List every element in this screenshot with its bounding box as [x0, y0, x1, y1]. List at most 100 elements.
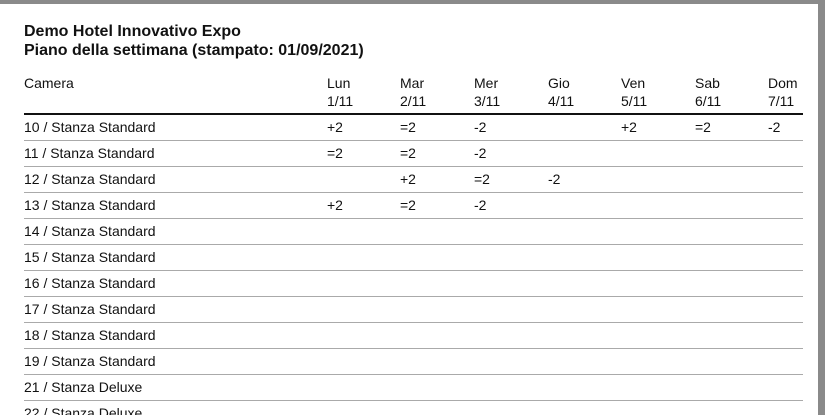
cell: [621, 400, 695, 415]
cell: [400, 400, 474, 415]
day-name: Sab: [695, 75, 720, 91]
cell: [327, 218, 400, 245]
cell: [474, 374, 548, 401]
day-header: Ven 5/11: [621, 72, 695, 115]
room-row: 10 / Stanza Standard +2 =2 -2 +2 =2 -2: [24, 114, 803, 141]
day-header: Lun 1/11: [327, 72, 400, 115]
cell: [400, 218, 474, 245]
cell: [548, 140, 621, 167]
cell: +2: [327, 114, 400, 141]
cell: [400, 270, 474, 297]
cell: [621, 296, 695, 323]
cell: [474, 218, 548, 245]
cell: [621, 374, 695, 401]
cell: [400, 374, 474, 401]
cell: [474, 348, 548, 375]
cell: =2: [695, 114, 768, 141]
cell: [327, 296, 400, 323]
room-row: 22 / Stanza Deluxe: [24, 400, 803, 415]
cell: =2: [400, 114, 474, 141]
cell: [768, 270, 803, 297]
cell: [474, 322, 548, 349]
cell: -2: [474, 140, 548, 167]
room-row: 11 / Stanza Standard =2 =2 -2: [24, 140, 803, 167]
cell: [695, 192, 768, 219]
day-name: Gio: [548, 75, 570, 91]
cell: [621, 192, 695, 219]
cell: =2: [474, 166, 548, 193]
cell: [327, 400, 400, 415]
cell: -2: [474, 114, 548, 141]
day-header: Gio 4/11: [548, 72, 621, 115]
room-name: 18 / Stanza Standard: [24, 322, 327, 349]
cell: [768, 374, 803, 401]
day-date: 7/11: [768, 93, 795, 109]
room-name: 12 / Stanza Standard: [24, 166, 327, 193]
cell: [548, 218, 621, 245]
room-name: 21 / Stanza Deluxe: [24, 374, 327, 401]
cell: [621, 244, 695, 271]
cell: [768, 322, 803, 349]
cell: [327, 348, 400, 375]
day-date: 2/11: [400, 93, 427, 109]
cell: [400, 322, 474, 349]
column-header: Camera: [24, 72, 327, 115]
cell: -2: [474, 192, 548, 219]
day-name: Lun: [327, 75, 351, 91]
cell: [768, 348, 803, 375]
day-header: Dom 7/11: [768, 72, 803, 115]
cell: [695, 348, 768, 375]
cell: [768, 296, 803, 323]
day-date: 6/11: [695, 93, 722, 109]
room-name: 13 / Stanza Standard: [24, 192, 327, 219]
cell: [474, 244, 548, 271]
room-row: 15 / Stanza Standard: [24, 244, 803, 271]
room-name: 16 / Stanza Standard: [24, 270, 327, 297]
room-name: 15 / Stanza Standard: [24, 244, 327, 271]
room-row: 19 / Stanza Standard: [24, 348, 803, 375]
cell: [695, 400, 768, 415]
day-date: 1/11: [327, 93, 354, 109]
room-name: 10 / Stanza Standard: [24, 114, 327, 141]
cell: [695, 140, 768, 167]
cell: [621, 270, 695, 297]
cell: [400, 244, 474, 271]
room-row: 13 / Stanza Standard +2 =2 -2: [24, 192, 803, 219]
cell: [548, 114, 621, 141]
cell: [695, 322, 768, 349]
cell: [768, 166, 803, 193]
room-row: 14 / Stanza Standard: [24, 218, 803, 245]
room-row: 21 / Stanza Deluxe: [24, 374, 803, 401]
day-name: Ven: [621, 75, 646, 91]
cell: -2: [548, 166, 621, 193]
cell: -2: [768, 114, 803, 141]
cell: [695, 374, 768, 401]
cell: [548, 348, 621, 375]
cell: [548, 296, 621, 323]
cell: [768, 400, 803, 415]
cell: [327, 270, 400, 297]
cell: [548, 400, 621, 415]
subtitle: Piano della settimana (stampato: 01/09/2…: [24, 42, 364, 59]
cell: [768, 192, 803, 219]
cell: =2: [400, 192, 474, 219]
cell: [548, 374, 621, 401]
cell: [400, 296, 474, 323]
day-header: Sab 6/11: [695, 72, 768, 115]
cell: [548, 270, 621, 297]
cell: [621, 140, 695, 167]
day-date: 5/11: [621, 93, 648, 109]
cell: [695, 218, 768, 245]
cell: [621, 218, 695, 245]
cell: =2: [400, 140, 474, 167]
cell: =2: [327, 140, 400, 167]
cell: [695, 244, 768, 271]
day-header: Mar 2/11: [400, 72, 474, 115]
day-date: 4/11: [548, 93, 575, 109]
cell: [327, 166, 400, 193]
cell: [695, 166, 768, 193]
cell: [548, 192, 621, 219]
cell: [474, 400, 548, 415]
cell: [768, 218, 803, 245]
